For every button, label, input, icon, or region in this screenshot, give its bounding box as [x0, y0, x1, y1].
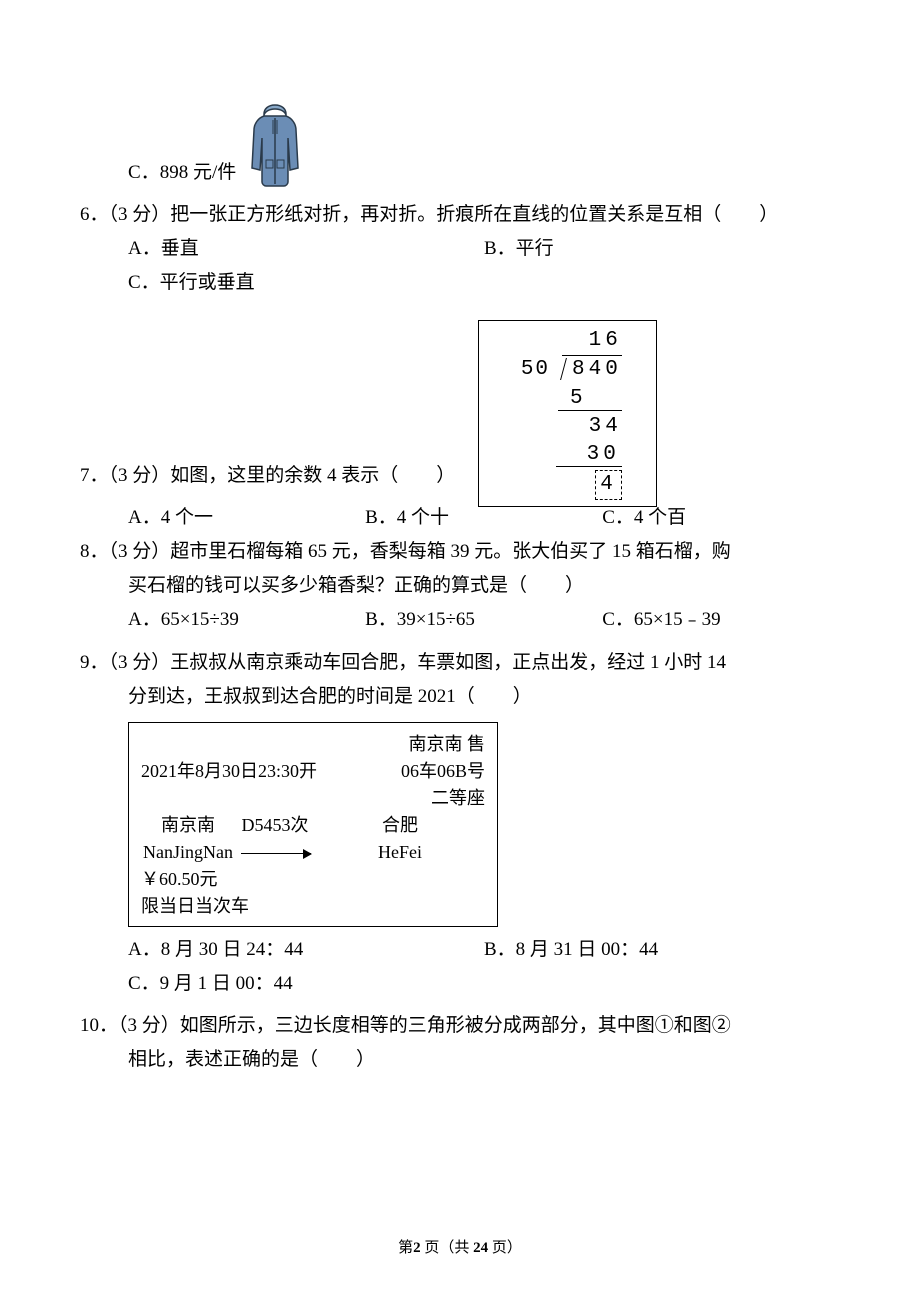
ticket-price: ￥60.50元	[141, 866, 485, 893]
ticket-class: 二等座	[431, 785, 485, 812]
long-division-figure: 16 50840 5 34 30 4	[478, 320, 657, 507]
train-ticket: 南京南 售 2021年8月30日23:30开 06车06B号 二等座 南京南 D…	[128, 722, 498, 927]
question-9-line1: 9．（3 分）王叔叔从南京乘动车回合肥，车票如图，正点出发，经过 1 小时 14	[80, 646, 840, 680]
division-step2: 34	[489, 413, 638, 441]
option-c: C．9 月 1 日 00：44	[80, 967, 840, 1001]
footer-total: 24	[473, 1240, 488, 1256]
ticket-row-4: 南京南 D5453次 合肥	[141, 812, 485, 839]
ticket-to-cn: 合肥	[315, 812, 485, 839]
option-c-text: 898 元/件	[160, 156, 237, 190]
option-a: A．65×15÷39	[128, 603, 365, 637]
ticket-row-2: 2021年8月30日23:30开 06车06B号	[141, 758, 485, 785]
question-10-line2: 相比，表述正确的是（ ）	[80, 1043, 840, 1077]
option-c: C．平行或垂直	[80, 266, 840, 300]
question-9: 9．（3 分）王叔叔从南京乘动车回合肥，车票如图，正点出发，经过 1 小时 14…	[80, 646, 840, 1002]
option-b: B．8 月 31 日 00：44	[484, 933, 840, 967]
ticket-station-sale: 南京南 售	[409, 731, 486, 758]
question-8-line1: 8．（3 分）超市里石榴每箱 65 元，香梨每箱 39 元。张大伯买了 15 箱…	[80, 535, 840, 569]
question-8-options: A．65×15÷39 B．39×15÷65 C．65×15﹣39	[80, 603, 840, 637]
division-step3: 30	[489, 441, 638, 469]
question-6-text: 6．（3 分）把一张正方形纸对折，再对折。折痕所在直线的位置关系是互相（ ）	[80, 198, 840, 232]
footer-mid: 页（共	[424, 1240, 469, 1256]
option-c: C．65×15﹣39	[602, 603, 839, 637]
option-a: A．垂直	[128, 232, 484, 266]
ticket-row-3: 二等座	[141, 785, 485, 812]
ticket-limit: 限当日当次车	[141, 893, 485, 920]
question-6: 6．（3 分）把一张正方形纸对折，再对折。折痕所在直线的位置关系是互相（ ） A…	[80, 198, 840, 301]
division-setup: 50840	[489, 355, 638, 384]
option-c-label: C．	[128, 156, 160, 190]
ticket-train: D5453次	[235, 812, 315, 839]
ticket-row-5: NanJingNan HeFei	[141, 839, 485, 866]
question-10: 10．（3 分）如图所示，三边长度相等的三角形被分成两部分，其中图①和图② 相比…	[80, 1009, 840, 1077]
question-6-options-row1: A．垂直 B．平行	[80, 232, 840, 266]
question-8: 8．（3 分）超市里石榴每箱 65 元，香梨每箱 39 元。张大伯买了 15 箱…	[80, 535, 840, 638]
page-footer: 第2 页（共 24 页）	[0, 1235, 920, 1262]
question-9-line2: 分到达，王叔叔到达合肥的时间是 2021（ ）	[80, 680, 840, 714]
question-9-options-row1: A．8 月 30 日 24：44 B．8 月 31 日 00：44	[80, 933, 840, 967]
ticket-car-seat: 06车06B号	[401, 758, 485, 785]
division-step1: 5	[489, 385, 638, 413]
footer-page-num: 2	[413, 1240, 421, 1256]
option-a: A．4 个一	[128, 501, 365, 535]
ticket-from-cn: 南京南	[141, 812, 235, 839]
footer-suffix: 页）	[492, 1240, 522, 1256]
option-a: A．8 月 30 日 24：44	[128, 933, 484, 967]
question-7-text: 7．（3 分）如图，这里的余数 4 表示（ ）	[80, 309, 455, 493]
ticket-row-1: 南京南 售	[141, 731, 485, 758]
division-remainder: 4	[489, 470, 638, 500]
ticket-datetime: 2021年8月30日23:30开	[141, 758, 401, 785]
ticket-to-en: HeFei	[315, 839, 485, 866]
ticket-from-en: NanJingNan	[141, 839, 235, 866]
jacket-icon	[240, 100, 310, 190]
footer-prefix: 第	[398, 1240, 413, 1256]
question-5-remnant: C． 898 元/件	[80, 100, 840, 190]
division-quotient: 16	[489, 327, 638, 355]
option-b: B．平行	[484, 232, 840, 266]
option-b: B．39×15÷65	[365, 603, 602, 637]
question-7-options: A．4 个一 B．4 个十 C．4 个百	[80, 501, 840, 535]
option-c-row: C． 898 元/件	[80, 100, 840, 190]
question-7: 7．（3 分）如图，这里的余数 4 表示（ ）	[80, 309, 840, 493]
question-10-line1: 10．（3 分）如图所示，三边长度相等的三角形被分成两部分，其中图①和图②	[80, 1009, 840, 1043]
arrow-icon	[241, 853, 311, 854]
question-8-line2: 买石榴的钱可以买多少箱香梨？正确的算式是（ ）	[80, 569, 840, 603]
